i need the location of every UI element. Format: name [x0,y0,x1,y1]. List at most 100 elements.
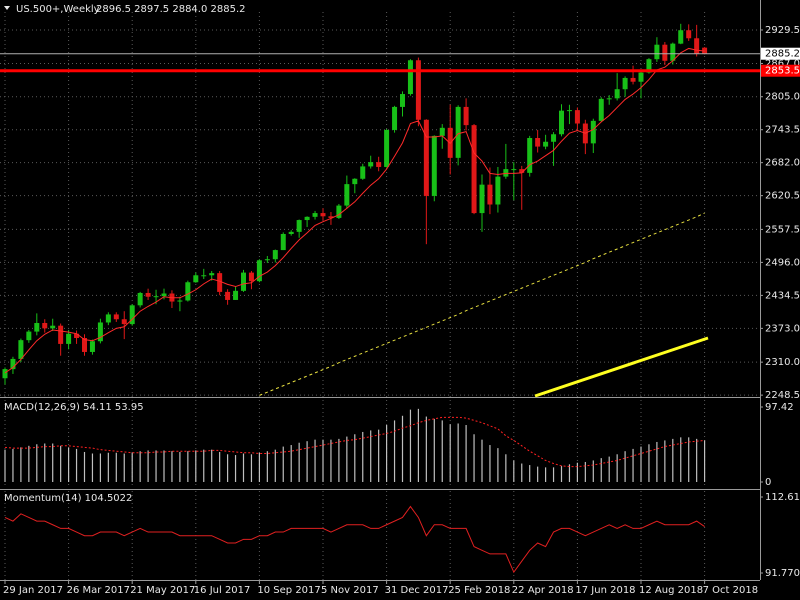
x-tick-label: 31 Dec 2017 [385,585,449,596]
y-tick-label: 0 [765,477,771,488]
candle-body [280,233,286,251]
candle-body [519,169,525,173]
candle-body [34,323,40,332]
candle-body [328,216,334,218]
candle-body [495,176,501,205]
y-tick-label: 2248.5 [765,390,800,401]
trendline [534,336,709,397]
signal-line [4,416,705,468]
y-tick-label: 2620.5 [765,191,800,202]
y-tick-label: 2557.5 [765,224,800,235]
candle-body [193,275,199,283]
candle-body [233,290,239,300]
candle-body [161,293,167,297]
candle-body [336,205,342,218]
candle-body [606,98,612,100]
x-tick-label: 5 Nov 2017 [321,585,379,596]
candle-body [638,72,644,82]
candle-body [376,162,382,167]
candle-body [654,44,660,60]
candle-body [559,110,564,135]
candle-body [511,169,517,171]
y-tick-label: 2373.0 [765,323,800,334]
moving-average-long [259,212,705,396]
candle-body [352,178,358,185]
macd-title: MACD(12,26,9) 54.11 53.95 [4,402,144,413]
candle-body [423,119,429,196]
chart-title: US.500+,Weekly [16,4,100,15]
candle-body [42,323,48,329]
candle-body [82,338,87,352]
candle-body [105,314,111,323]
y-tick-label: 2434.5 [765,290,800,301]
x-tick-label: 26 Mar 2017 [67,585,130,596]
candle-body [344,184,350,206]
candle-body [622,77,628,90]
candle-body [590,120,596,144]
momentum-title: Momentum(14) 104.5022 [4,493,132,504]
grid-layer [0,12,763,584]
candle-body [121,319,127,325]
y-tick-label: 91.7705 [765,568,800,579]
candle-body [471,125,477,214]
candle-body [439,127,445,136]
candle-body [304,216,310,221]
candle-body [272,250,278,260]
candle-body [487,184,493,205]
candle-body [384,129,390,167]
y-tick-label: 97.42 [765,402,794,413]
candle-body [256,260,262,282]
candle-body [463,106,469,126]
candle-body [368,162,374,167]
candle-body [543,141,549,147]
y-tick-label: 112.612 [765,492,800,503]
candle-body [185,282,191,301]
menu-arrow[interactable] [4,6,10,10]
candle-body [137,292,143,306]
candle-body [662,44,668,61]
candle-body [296,220,302,232]
candle-body [153,296,159,298]
candle-body [630,77,636,82]
x-tick-label: 16 Jul 2017 [194,585,251,596]
y-tick-label: 2805.0 [765,92,800,103]
candle-body [598,98,604,121]
candle-body [129,305,135,325]
x-tick-label: 29 Jan 2017 [3,585,63,596]
marks-layer [0,23,760,574]
candle-body [217,273,223,292]
candle-body [97,322,103,342]
candle-body [670,43,676,61]
candle-body [58,325,64,344]
candle-body [503,169,509,177]
y-tick-label: 2867.0 [765,58,800,69]
bid-label-box [761,47,800,60]
candle-body [201,275,207,277]
candle-body [527,138,533,173]
x-tick-label: 10 Sep 2017 [257,585,320,596]
x-tick-label: 25 Feb 2018 [448,585,510,596]
candle-body [479,184,485,214]
candle-body [535,138,541,147]
y-tick-label: 2682.0 [765,158,800,169]
candle-body [225,291,231,300]
momentum-line [4,505,705,574]
y-tick-label: 2496.0 [765,257,800,268]
candle-body [74,333,80,339]
y-tick-label: 2743.5 [765,125,800,136]
candle-body [678,30,684,44]
candle-body [50,325,56,329]
candle-body [264,259,270,261]
level-label: 2853.5 [765,66,800,77]
y-tick-label: 2310.0 [765,357,800,368]
candle-body [614,89,620,99]
candle-body [66,333,72,344]
candle-body [312,213,318,217]
moving-average [4,47,705,374]
bid-label: 2885.2 [765,49,800,60]
candle-body [10,358,16,370]
candle-body [566,110,572,112]
candle-body [694,38,700,54]
